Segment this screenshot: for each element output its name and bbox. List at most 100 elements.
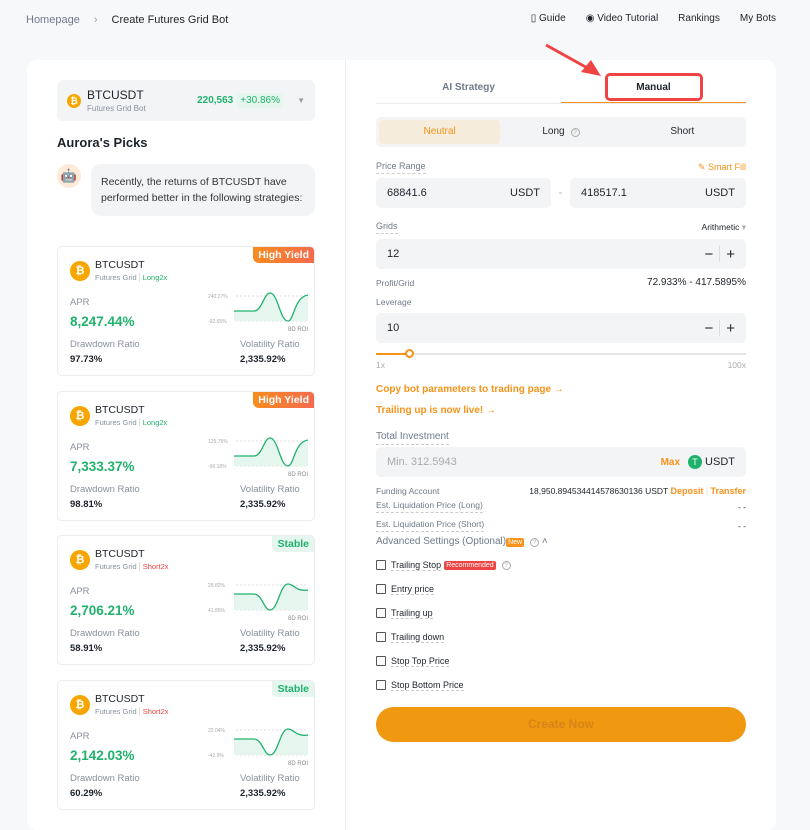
checkbox-icon[interactable] [376,608,386,618]
tab-manual[interactable]: Manual [561,60,746,103]
strategy-card[interactable]: Stable ₿ BTCUSDT Futures Grid Short2x APR 2,… [57,535,315,665]
video-tutorial-link[interactable]: ◉ Video Tutorial [586,13,658,24]
checkbox-icon[interactable] [376,656,386,666]
guide-link[interactable]: ▯ Guide [531,13,566,24]
pair-change: +30.86% [237,93,283,108]
mode-short[interactable]: Short [670,126,695,137]
option-label: Stop Bottom Price [391,679,464,691]
volatility-label: Volatility Ratio [240,484,300,495]
volatility-value: 2,335.92% [240,499,286,510]
drawdown-value: 58.91% [70,643,103,654]
option-checkbox[interactable]: Trailing up [376,601,746,625]
card-symbol: BTCUSDT [95,404,145,416]
checkbox-icon[interactable] [376,680,386,690]
roi-sparkline: 125.75% -96.18% 8D ROI [208,437,308,478]
drawdown-value: 97.73% [70,354,103,365]
funding-label: Funding Account [376,486,440,496]
option-label: Stop Top Price [391,655,450,667]
breadcrumb-home[interactable]: Homepage [26,14,80,26]
checkbox-icon[interactable] [376,584,386,594]
card-type: Futures Grid [95,562,137,571]
my-bots-link[interactable]: My Bots [739,13,776,24]
apr-label: APR [70,297,90,308]
mode-long-label: Long [542,126,565,137]
roi-low: -42.9% [208,753,224,759]
transfer-link[interactable]: Transfer [710,486,746,496]
minus-icon[interactable]: − [704,319,714,337]
smart-fill-label: Smart Fill [708,162,746,172]
investment-input[interactable]: Min. 312.5943 Max T USDT [376,447,746,477]
option-checkbox[interactable]: Trailing Stop Recommended? [376,553,746,577]
advanced-label: Advanced Settings (Optional) [376,536,507,547]
drawdown-value: 98.81% [70,499,103,510]
liq-short-label: Est. Liquidation Price (Short) [376,519,485,532]
slider-handle[interactable] [405,349,415,358]
create-now-button[interactable]: Create Now [376,707,746,742]
option-checkbox[interactable]: Entry price [376,577,746,601]
help-icon: ? [530,538,540,547]
apr-value: 7,333.37% [70,459,135,474]
roi-label: 8D ROI [288,327,308,333]
card-tag: High Yield [253,247,314,263]
checkbox-icon[interactable] [376,560,386,570]
max-button[interactable]: Max [660,456,681,468]
strategy-card[interactable]: High Yield ₿ BTCUSDT Futures Grid Long2x AP… [57,391,315,521]
mode-long[interactable]: Long? [500,120,621,144]
checkbox-icon[interactable] [376,632,386,642]
grids-input[interactable]: 12 − + [376,239,746,269]
roi-high: 28.82% [208,583,226,589]
option-checkbox[interactable]: Stop Bottom Price [376,673,746,697]
new-badge: New [506,538,525,547]
main-panel: ₿ BTCUSDT Futures Grid Bot 220,563 +30.86%… [27,43,776,830]
roi-high: 125.75% [208,439,228,445]
copy-parameters-link[interactable]: Copy bot parameters to trading page → [376,384,564,395]
roi-label: 8D ROI [288,616,308,622]
strategy-card[interactable]: High Yield ₿ BTCUSDT Futures Grid Long2x AP… [57,246,315,376]
option-checkbox[interactable]: Stop Top Price [376,649,746,673]
caret-down-icon: ▼ [297,96,305,105]
trailing-up-link[interactable]: Trailing up is now live! → [376,405,497,416]
plus-icon[interactable]: + [726,319,735,337]
minus-icon[interactable]: − [704,245,714,263]
roi-sparkline: 240.27% -92.65% 8D ROI [208,292,308,333]
mode-neutral[interactable]: Neutral [379,120,501,144]
advanced-settings-toggle[interactable]: Advanced Settings (Optional) New? ˄ [376,536,746,547]
option-label: Entry price [391,583,435,595]
strategy-card[interactable]: Stable ₿ BTCUSDT Futures Grid Short2x APR 2,… [57,680,315,810]
picks-title: Aurora's Picks [57,135,148,150]
price-high-input[interactable]: 418517.1 USDT [569,178,746,208]
range-dash: - [558,187,563,199]
tab-ai-strategy[interactable]: AI Strategy [442,82,495,93]
leverage-slider[interactable] [376,348,746,360]
recommended-badge: Recommended [444,560,496,570]
deposit-link[interactable]: Deposit [670,486,704,496]
leverage-input[interactable]: 10 − + [376,313,746,343]
plus-icon[interactable]: + [726,245,735,263]
rankings-link[interactable]: Rankings [678,13,720,24]
currency-label: USDT [705,456,735,468]
roi-sparkline: 22.04% -42.9% 8D ROI [208,728,308,767]
chevron-right-icon: › [93,14,98,26]
grid-type-select[interactable]: Arithmetic ▾ [702,222,746,233]
unit-label: USDT [705,187,735,199]
volatility-label: Volatility Ratio [240,773,300,784]
caret-down-icon: ▾ [741,222,746,232]
right-column: AI Strategy Manual Neutral Long? Short P… [376,43,746,742]
btc-icon: ₿ [70,695,90,715]
pair-selector[interactable]: ₿ BTCUSDT Futures Grid Bot 220,563 +30.86%… [57,80,315,121]
btc-icon: ₿ [70,550,90,570]
volatility-label: Volatility Ratio [240,339,300,350]
picks-message: Recently, the returns of BTCUSDT have pe… [91,164,315,216]
profit-grid-value: 72.933% - 417.5895% [647,277,746,288]
option-checkbox[interactable]: Trailing down [376,625,746,649]
card-tag: Stable [272,681,314,697]
price-low-value: 68841.6 [387,187,427,199]
option-label: Trailing up [391,607,433,619]
smart-fill-button[interactable]: ✎ Smart Fill [698,162,746,173]
grid-type-value: Arithmetic [701,222,740,232]
apr-value: 8,247.44% [70,314,135,329]
option-label: Trailing down [391,631,445,643]
apr-label: APR [70,442,90,453]
price-low-input[interactable]: 68841.6 USDT [376,178,551,208]
apr-value: 2,142.03% [70,748,135,763]
